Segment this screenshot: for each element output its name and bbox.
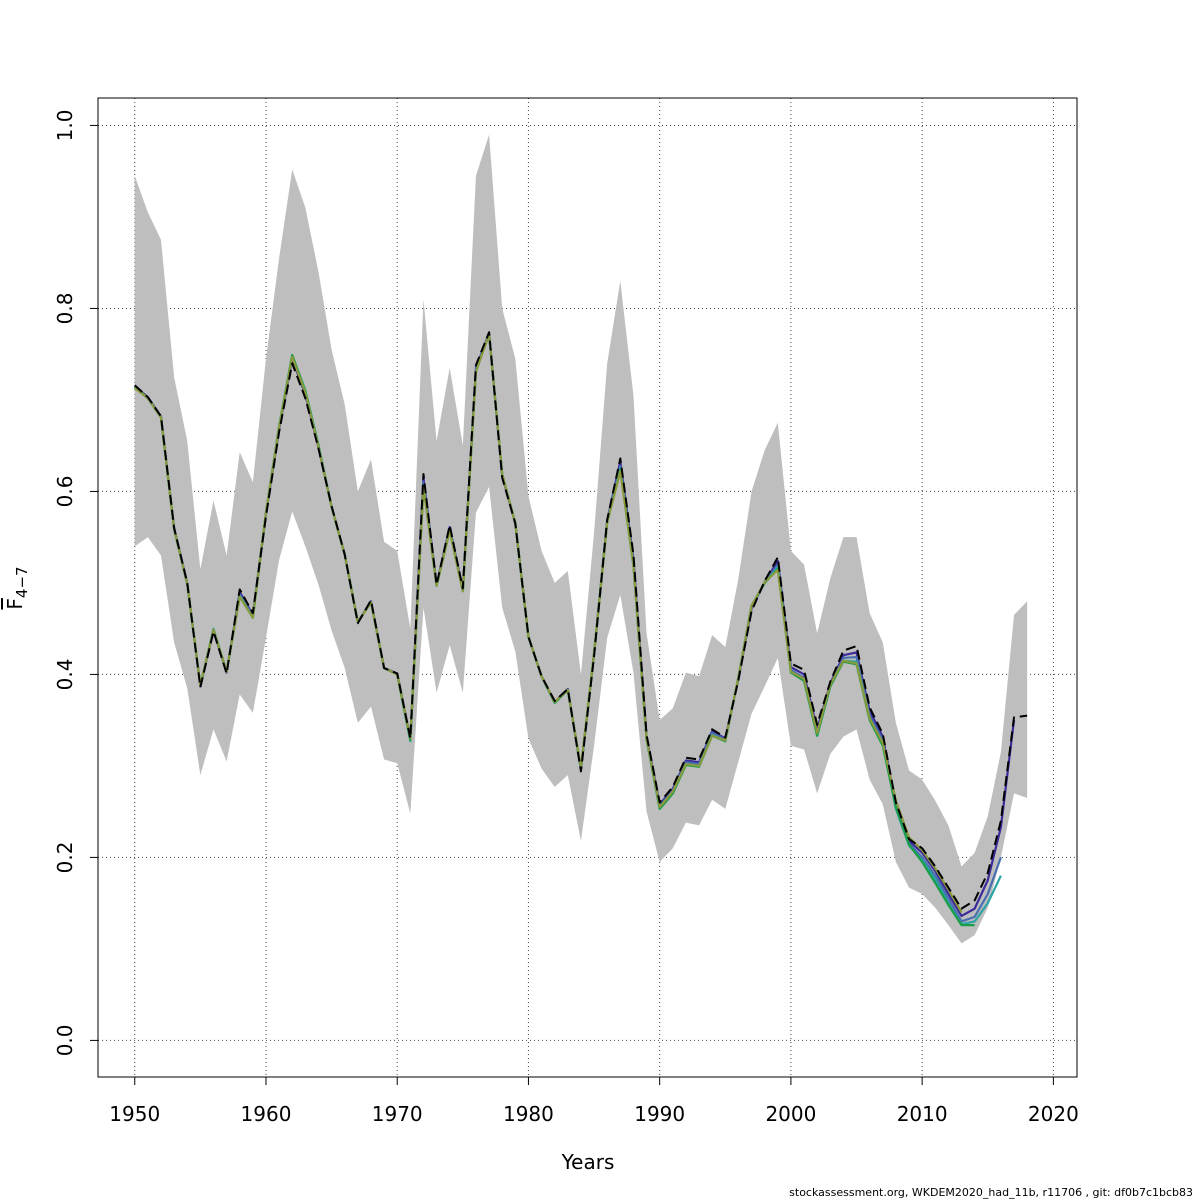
x-tick-label: 1960 [241,1102,292,1126]
y-tick-label: 0.4 [53,659,77,691]
series-line-1 [134,331,1028,910]
y-tick-label: 1.0 [53,110,77,142]
footer-note: stockassessment.org, WKDEM2020_had_11b, … [789,1186,1193,1199]
x-tick-label: 1980 [503,1102,554,1126]
x-tick-label: 1970 [372,1102,423,1126]
y-tick-label-group: 0.8 [53,293,77,325]
y-tick-label: 0.6 [53,476,77,508]
x-tick-label: 1950 [109,1102,160,1126]
y-axis-title-main: F [3,598,27,610]
y-axis-title: F4−7 [3,566,31,609]
y-axis: 0.0 0.2 0.4 0.6 0.8 1.0 [53,110,99,1056]
y-tick-label-group: 0.0 [53,1024,77,1056]
x-tick-label: 1990 [634,1102,685,1126]
x-tick-label: 2010 [897,1102,948,1126]
confidence-band [134,134,1028,944]
y-tick-label: 0.2 [53,842,77,874]
x-tick-label: 2020 [1028,1102,1079,1126]
y-tick-label-group: 0.6 [53,476,77,508]
x-axis: 1950 1960 1970 1980 1990 2000 2010 2020 [109,1076,1079,1126]
y-tick-label: 0.8 [53,293,77,325]
y-tick-label-group: 1.0 [53,110,77,142]
x-tick-label: 2000 [765,1102,816,1126]
x-axis-title: Years [561,1150,615,1174]
series-line-6 [134,332,963,913]
svg-text:F4−7: F4−7 [3,566,31,609]
y-tick-label-group: 0.4 [53,659,77,691]
y-axis-title-sub: 4−7 [13,566,31,598]
confidence-band-area [134,134,1028,944]
y-tick-label: 0.0 [53,1024,77,1056]
y-tick-label-group: 0.2 [53,842,77,874]
series-lines [134,331,1028,927]
